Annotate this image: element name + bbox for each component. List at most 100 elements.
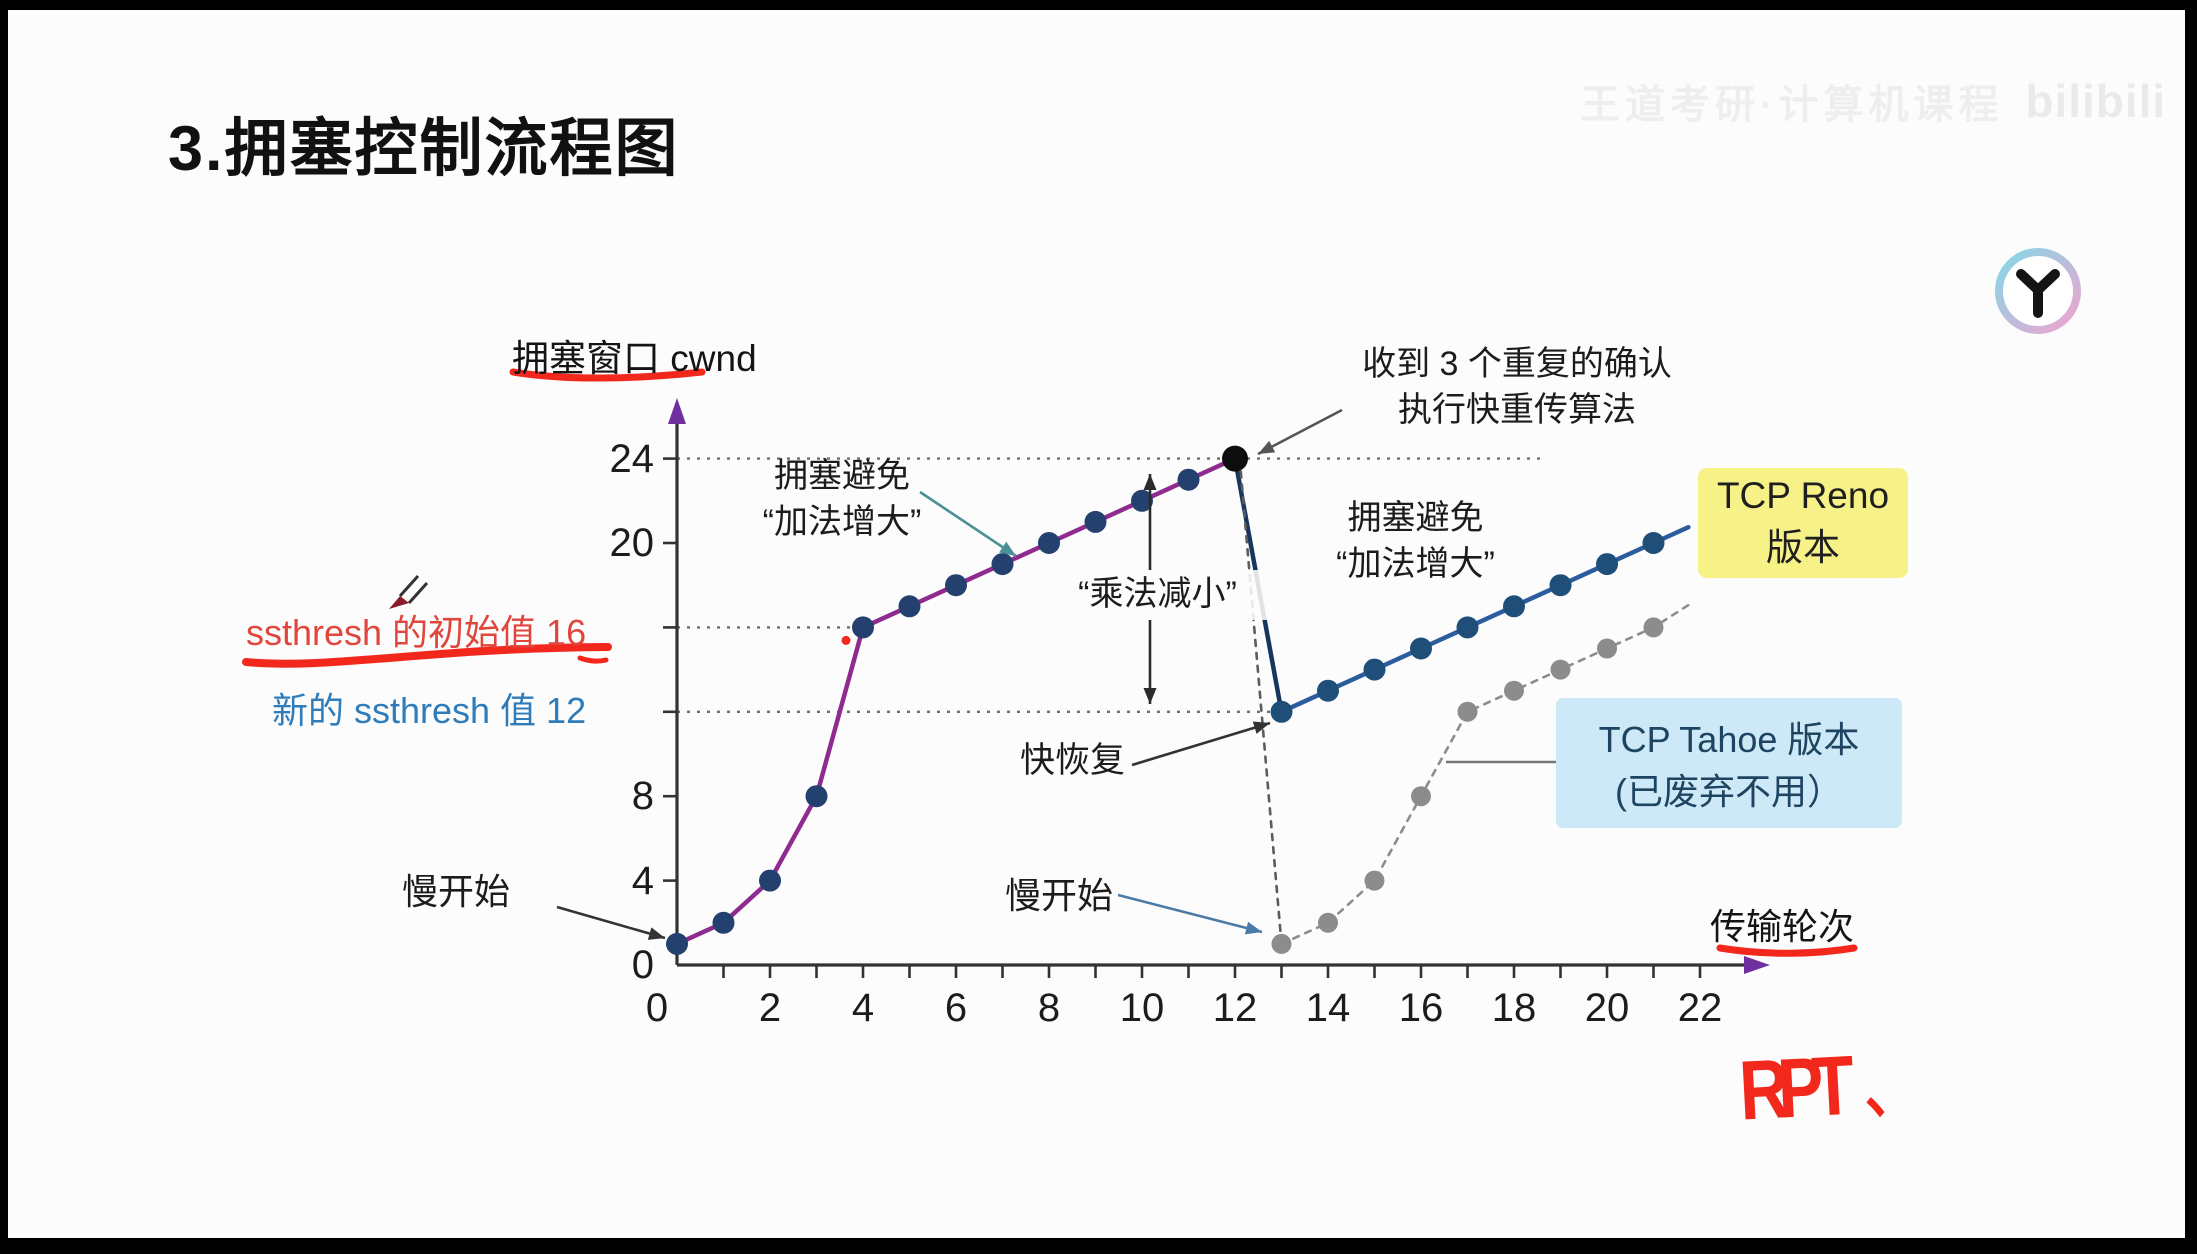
handwritten-rpt: RPT: [1737, 1038, 1846, 1138]
point-tahoe-slow-start-and-additive-increase-x14: [1318, 912, 1338, 933]
x-tick-label-2: 2: [758, 986, 782, 1030]
x-axis-title: 传输轮次: [1710, 906, 1855, 947]
x-tick-label-16: 16: [1398, 986, 1444, 1030]
y-tick-label-20: 20: [609, 521, 655, 565]
tahoe-box-line2: (已废弃不用）: [1615, 771, 1843, 812]
x-tick-label-18: 18: [1491, 986, 1537, 1030]
arrowhead: [1252, 721, 1270, 734]
ssthresh-initial-label: ssthresh 的初始值 16: [246, 612, 587, 653]
annotation-duplicate-ack-line1: 收到 3 个重复的确认: [1362, 345, 1672, 383]
y-tick-label-8: 8: [631, 774, 654, 819]
annotation-duplicate-ack-line2: 执行快重传算法: [1398, 390, 1636, 429]
point-reno-slow-start-and-congestion-avoidance-x5: [898, 595, 921, 618]
point-reno-fast-recovery-additive-increase-x17: [1456, 616, 1479, 639]
red-underline: [1716, 944, 1858, 957]
point-reno-fast-recovery-additive-increase-x21: [1642, 532, 1665, 554]
y-tick-label-0: 0: [631, 943, 654, 987]
point-reno-fast-recovery-additive-increase-x15: [1363, 658, 1386, 681]
x-tick-label-8: 8: [1037, 986, 1061, 1030]
point-reno-fast-recovery-additive-increase-x14: [1317, 679, 1339, 702]
x-tick-label-6: 6: [944, 986, 968, 1030]
point-reno-fast-recovery-additive-increase-x13: [1270, 700, 1293, 723]
point-tahoe-slow-start-and-additive-increase-x18: [1504, 680, 1524, 701]
congestion-avoidance-text: 拥塞避免: [774, 457, 910, 495]
point-reno-slow-start-and-congestion-avoidance-x8: [1038, 532, 1060, 554]
x-tick-label-0: 0: [645, 986, 669, 1030]
handwritten-mark: 、: [1862, 1052, 1919, 1128]
arrowhead: [1258, 440, 1276, 454]
point-tahoe-slow-start-and-additive-increase-x19: [1550, 659, 1571, 680]
series-tahoe-drop: [1238, 457, 1283, 946]
red-underline: [577, 655, 609, 664]
annotation-congestion-avoidance-left: 拥塞避免 “加法增大”: [712, 454, 972, 545]
arrowhead: [647, 927, 665, 940]
annotation-arrow: [919, 490, 1017, 558]
point-reno-fast-recovery-additive-increase-x20: [1596, 553, 1618, 576]
point-reno-slow-start-and-congestion-avoidance-x11: [1177, 468, 1200, 491]
y-tick-label-24: 24: [609, 436, 655, 481]
x-tick-label-14: 14: [1305, 986, 1351, 1030]
annotation-congestion-avoidance-right: 拥塞避免 “加法增大”: [1283, 496, 1548, 587]
annotation-arrow: [1117, 893, 1263, 934]
arrowhead: [1244, 921, 1262, 935]
annotation-fast-recovery: 快恢复: [1020, 741, 1126, 780]
annotation-duplicate-ack: 收到 3 个重复的确认 执行快重传算法: [1322, 342, 1712, 433]
point-tahoe-slow-start-and-additive-increase-x16: [1411, 786, 1431, 807]
point-reno-slow-start-and-congestion-avoidance-x7: [991, 553, 1014, 576]
handwritten-note: RPT、: [1737, 1033, 1919, 1139]
annotation-slow-start-middle: 慢开始: [1005, 875, 1114, 916]
annotation-arrow: [556, 905, 666, 940]
point-reno-slow-start-and-congestion-avoidance-x0: [666, 932, 688, 955]
red-pen-dot: [841, 635, 851, 645]
y-axis-title: 拥塞窗口 cwnd: [512, 338, 757, 379]
pen-cursor-icon: [398, 574, 420, 598]
annotation-multiplicative-decrease: “乘法减小”: [1040, 570, 1275, 620]
point-reno-slow-start-and-congestion-avoidance-x3: [805, 785, 828, 808]
red-underline: [509, 368, 706, 382]
x-tick-label-12: 12: [1212, 986, 1258, 1030]
x-tick-label-4: 4: [851, 986, 875, 1030]
watermark: 王道考研·计算机课程 bilibili: [1580, 72, 2166, 130]
watermark-text: 王道考研·计算机课程: [1580, 83, 2004, 127]
pen-nib: [389, 596, 409, 609]
arrowhead: [1143, 688, 1157, 704]
arrowhead: [999, 541, 1016, 556]
x-tick-label-10: 10: [1119, 986, 1165, 1030]
congestion-avoidance-text: 拥塞避免: [1347, 499, 1484, 537]
tcp-reno-version-box: TCP Reno 版本: [1698, 468, 1908, 578]
point-reno-slow-start-and-congestion-avoidance-x2: [759, 869, 781, 892]
page-title: 3.拥塞控制流程图: [168, 114, 680, 184]
y-tick-label-4: 4: [631, 858, 654, 903]
point-tahoe-slow-start-and-additive-increase-x13: [1271, 933, 1292, 954]
pen-cursor-icon: [407, 581, 429, 605]
peak-point: [1222, 445, 1248, 472]
congestion-control-chart: [242, 368, 1858, 978]
point-reno-slow-start-and-congestion-avoidance-x9: [1084, 510, 1107, 533]
y-axis-arrowhead: [668, 398, 686, 424]
additive-increase-text: “加法增大”: [1336, 544, 1495, 583]
x-tick-label-22: 22: [1677, 986, 1723, 1030]
slide: 3.拥塞控制流程图 王道考研·计算机课程 bilibili 拥塞窗口 cwnd …: [8, 10, 2185, 1238]
tahoe-box-line1: TCP Tahoe 版本: [1598, 719, 1860, 760]
x-tick-label-20: 20: [1584, 986, 1630, 1030]
point-reno-fast-recovery-additive-increase-x18: [1503, 595, 1525, 618]
point-reno-slow-start-and-congestion-avoidance-x4: [852, 616, 874, 639]
bilibili-logo: bilibili: [2025, 75, 2167, 127]
trident-glyph: [2016, 269, 2060, 318]
point-reno-slow-start-and-congestion-avoidance-x6: [945, 574, 967, 597]
series-reno-fast-recovery-additive-increase: [1279, 524, 1691, 715]
series-tahoe-slow-start-and-additive-increase: [1280, 600, 1695, 946]
point-reno-fast-recovery-additive-increase-x16: [1410, 637, 1432, 660]
point-reno-slow-start-and-congestion-avoidance-x1: [712, 911, 735, 934]
point-tahoe-slow-start-and-additive-increase-x20: [1597, 638, 1617, 659]
point-tahoe-slow-start-and-additive-increase-x21: [1643, 617, 1664, 638]
point-tahoe-slow-start-and-additive-increase-x15: [1364, 870, 1385, 891]
arrowhead: [1143, 474, 1157, 490]
additive-increase-text: “加法增大”: [762, 502, 922, 541]
point-tahoe-slow-start-and-additive-increase-x17: [1457, 701, 1478, 722]
point-reno-slow-start-and-congestion-avoidance-x10: [1131, 489, 1153, 512]
player-gesture-icon[interactable]: [1990, 243, 2086, 339]
ssthresh-new-label: 新的 ssthresh 值 12: [272, 690, 587, 731]
tcp-tahoe-version-box: TCP Tahoe 版本 (已废弃不用）: [1556, 698, 1902, 828]
